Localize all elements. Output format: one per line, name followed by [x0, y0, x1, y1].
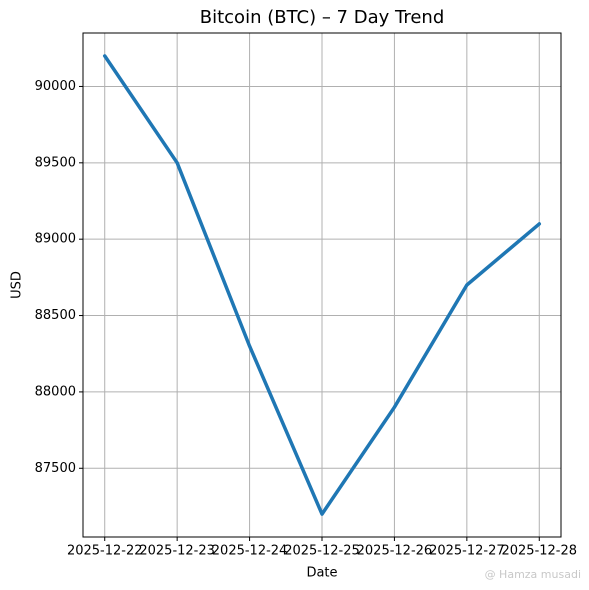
x-axis-label: Date	[306, 566, 337, 581]
x-tick-label: 2025-12-22	[67, 544, 143, 559]
x-tick-label: 2025-12-24	[212, 544, 288, 559]
plot-frame	[82, 32, 562, 538]
y-tick-label: 90000	[35, 79, 76, 94]
y-tick-label: 89000	[35, 232, 76, 247]
x-tick-label: 2025-12-27	[429, 544, 505, 559]
y-tick-label: 88000	[35, 384, 76, 399]
line	[102, 54, 542, 516]
y-tick-label: 88500	[35, 308, 76, 323]
chart-title: Bitcoin (BTC) – 7 Day Trend	[200, 7, 445, 28]
x-tick-label: 2025-12-23	[139, 544, 215, 559]
x-tick-label: 2025-12-25	[284, 544, 360, 559]
y-tick-label: 89500	[35, 155, 76, 170]
x-tick-label: 2025-12-28	[501, 544, 577, 559]
y-axis-label: USD	[10, 271, 25, 299]
watermark: @ Hamza musadi	[485, 568, 581, 581]
y-tick-label: 87500	[35, 461, 76, 476]
x-tick-label: 2025-12-26	[357, 544, 433, 559]
